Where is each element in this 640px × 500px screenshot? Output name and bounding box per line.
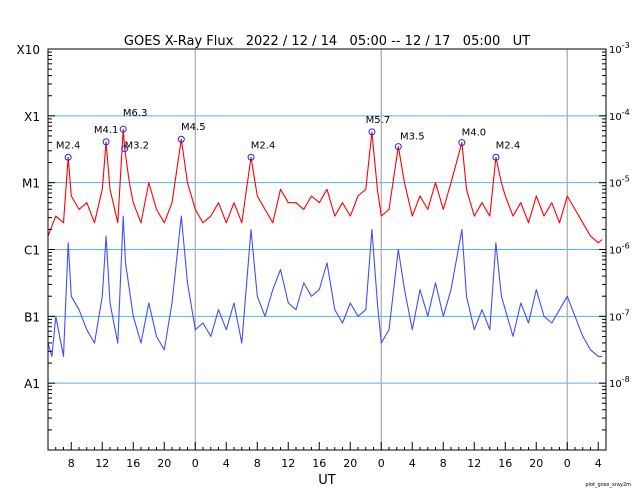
flare-label: M3.5 [400, 132, 425, 143]
series-group [47, 128, 603, 357]
x-tick-label: 0 [378, 457, 385, 470]
y-class-label: C1 [24, 244, 40, 258]
x-tick-label: 0 [192, 457, 199, 470]
y-class-label: X1 [24, 110, 40, 124]
x-tick-label: 16 [498, 457, 512, 470]
flare-marker [394, 143, 402, 151]
flare-marker [119, 125, 127, 133]
flare-label: M6.3 [123, 108, 148, 119]
x-tick-label: 12 [281, 457, 295, 470]
x-tick-label: 0 [564, 457, 571, 470]
flare-label: M2.4 [251, 140, 276, 151]
flare-label: M2.4 [56, 140, 81, 151]
x-tick-label: 4 [223, 457, 230, 470]
y-class-label: M1 [22, 177, 40, 191]
flare-label: M3.2 [124, 141, 149, 152]
y-right-label: 10-4 [609, 108, 630, 123]
flare-label: M5.7 [366, 115, 391, 126]
x-tick-label: 20 [343, 457, 357, 470]
x-tick-label: 20 [157, 457, 171, 470]
y-class-label: X10 [17, 43, 41, 57]
x-tick-label: 12 [467, 457, 481, 470]
grid [48, 49, 606, 450]
flare-label: M4.5 [181, 122, 206, 133]
x-tick-label: 20 [529, 457, 543, 470]
y-right-label: 10-6 [609, 242, 630, 257]
short-channel-line [47, 215, 603, 357]
x-tick-label: 8 [440, 457, 447, 470]
flare-marker [177, 135, 185, 143]
y-right-label: 10-5 [609, 175, 630, 190]
long-channel-line [47, 128, 603, 244]
chart-title: GOES X-Ray Flux 2022 / 12 / 14 05:00 -- … [124, 34, 530, 49]
flare-label: M4.1 [94, 125, 119, 136]
y-right-label: 10-3 [609, 41, 630, 56]
flare-marker [121, 145, 129, 153]
flare-marker [458, 139, 466, 147]
x-tick-label: 8 [254, 457, 261, 470]
y-right-label: 10-8 [609, 375, 630, 390]
flare-marker [368, 128, 376, 136]
x-tick-label: 4 [595, 457, 602, 470]
x-tick-label: 4 [409, 457, 416, 470]
x-tick-label: 16 [126, 457, 140, 470]
flare-label: M2.4 [496, 140, 521, 151]
x-axis-label: UT [318, 473, 336, 488]
axes: X10 X1 M1 C1 B1 A1 10-3 10-4 10-5 10-6 10-7 10-8 8 12… [17, 41, 630, 470]
flare-marker [492, 153, 500, 161]
flare-marker [64, 153, 72, 161]
footer-label: plot_goes_xray2m [585, 482, 631, 488]
flare-marker [247, 153, 255, 161]
flare-annotations: M2.4 M4.1 M6.3 M3.2 M4.5 M2.4 M5.7 M3.5 M4.0 M2.4 [56, 108, 521, 161]
x-tick-label: 8 [68, 457, 75, 470]
flare-marker [102, 138, 110, 146]
y-class-label: B1 [24, 310, 40, 324]
flare-label: M4.0 [462, 128, 487, 139]
x-tick-label: 12 [95, 457, 109, 470]
y-right-label: 10-7 [609, 308, 630, 323]
x-tick-label: 16 [312, 457, 326, 470]
y-class-label: A1 [24, 377, 40, 391]
